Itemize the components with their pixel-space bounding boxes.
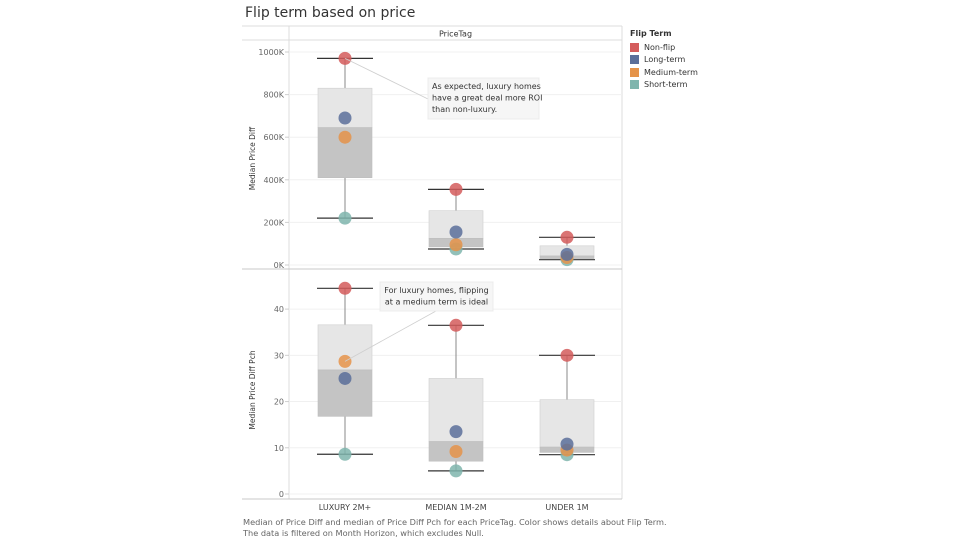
data-point <box>560 348 574 362</box>
data-point <box>560 230 574 244</box>
data-point <box>449 182 463 196</box>
annotation-line: than non-luxury. <box>432 105 497 114</box>
annotation-line: have a great deal more ROI <box>432 94 542 103</box>
data-point <box>338 111 352 125</box>
annotation-line: at a medium term is ideal <box>385 298 488 307</box>
legend-label: Non-flip <box>644 42 676 52</box>
y-tick-label: 0K <box>274 261 285 270</box>
data-point <box>560 247 574 261</box>
legend-item[interactable]: Short-term <box>630 79 698 92</box>
legend: Flip Term Non-flip Long-term Medium-term Sh… <box>630 29 698 91</box>
y-tick-label: 40 <box>274 305 284 314</box>
data-point <box>449 464 463 478</box>
data-point <box>449 238 463 252</box>
y-axis-label: Median Price Diff Pch <box>248 350 257 429</box>
x-category-label: MEDIAN 1M-2M <box>425 503 486 512</box>
y-tick-label: 800K <box>263 91 284 100</box>
legend-swatch <box>630 67 639 77</box>
y-tick-label: 400K <box>263 176 284 185</box>
caption-line: Median of Price Diff and median of Price… <box>243 517 667 527</box>
legend-label: Short-term <box>644 80 688 90</box>
legend-swatch <box>630 55 639 65</box>
data-point <box>338 447 352 461</box>
legend-item[interactable]: Non-flip <box>630 41 698 54</box>
data-point <box>449 318 463 332</box>
y-tick-label: 1000K <box>258 48 284 57</box>
data-point <box>338 130 352 144</box>
data-point <box>449 444 463 458</box>
x-category-label: UNDER 1M <box>545 503 588 512</box>
chart-title: Flip term based on price <box>245 5 416 21</box>
data-point <box>338 211 352 225</box>
legend-swatch <box>630 80 639 90</box>
y-tick-label: 200K <box>263 218 284 227</box>
legend-title: Flip Term <box>630 29 672 38</box>
y-tick-label: 30 <box>274 351 284 360</box>
annotation-leader <box>344 58 429 100</box>
legend-label: Long-term <box>644 55 686 65</box>
data-point <box>449 225 463 239</box>
chart-caption: Median of Price Diff and median of Price… <box>243 517 667 539</box>
legend-item[interactable]: Long-term <box>630 54 698 67</box>
y-tick-label: 20 <box>274 398 284 407</box>
legend-swatch <box>630 42 639 52</box>
y-tick-label: 0 <box>279 490 284 499</box>
y-tick-label: 10 <box>274 444 284 453</box>
column-header: PriceTag <box>439 30 472 39</box>
legend-item[interactable]: Medium-term <box>630 66 698 79</box>
annotation-line: For luxury homes, flipping <box>384 286 488 295</box>
annotation-line: As expected, luxury homes <box>432 82 541 91</box>
annotation-box <box>427 77 540 120</box>
legend-label: Medium-term <box>644 67 698 77</box>
data-point <box>560 437 574 451</box>
data-point <box>449 425 463 439</box>
annotation-box <box>379 281 494 312</box>
y-axis-label: Median Price Diff <box>248 126 257 190</box>
annotation-leader <box>344 310 437 362</box>
x-category-label: LUXURY 2M+ <box>319 503 371 512</box>
caption-line: The data is filtered on Month Horizon, w… <box>243 528 484 538</box>
data-point <box>338 371 352 385</box>
annotation-text: As expected, luxury homes have a great de… <box>432 82 542 114</box>
annotation-text: For luxury homes, flipping at a medium te… <box>384 286 488 307</box>
data-point <box>338 281 352 295</box>
y-tick-label: 600K <box>263 133 284 142</box>
